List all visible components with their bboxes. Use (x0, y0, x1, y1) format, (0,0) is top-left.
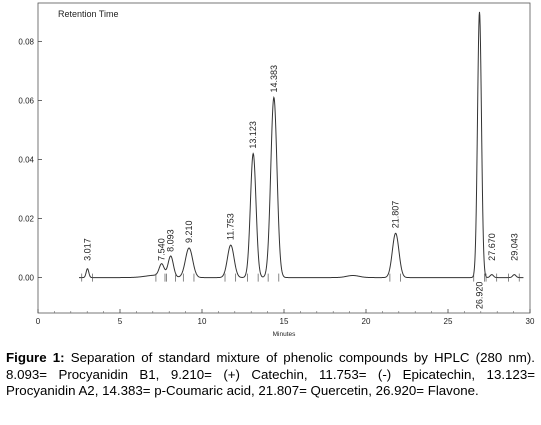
chromatogram-trace (79, 11, 524, 279)
y-tick-label: 0.04 (18, 155, 34, 164)
y-tick-label: 0.06 (18, 96, 34, 105)
peak-label: 21.807 (391, 201, 401, 229)
chart-title: Retention Time (58, 9, 119, 19)
peak-label: 27.670 (487, 233, 497, 261)
peak-label: 9.210 (184, 221, 194, 244)
peak-label: 11.753 (226, 213, 236, 240)
peak-label: 7.540 (157, 238, 167, 261)
x-tick-label: 20 (362, 317, 371, 326)
caption-label: Figure 1: (6, 350, 65, 365)
figure-caption: Figure 1: Separation of standard mixture… (6, 350, 535, 400)
x-tick-label: 0 (36, 317, 41, 326)
caption-text: Separation of standard mixture of phenol… (6, 350, 536, 398)
x-tick-label: 10 (198, 317, 207, 326)
peak-label: 8.093 (166, 229, 176, 252)
peak-label: 26.920 (474, 282, 484, 310)
chromatogram: Retention Time 0.00 0.02 0.04 0.06 0.08 0 5 10 15… (18, 2, 535, 338)
peak-label: 13.123 (248, 121, 258, 149)
y-tick-label: 0.02 (18, 215, 34, 224)
x-tick-label: 15 (280, 317, 289, 326)
peak-label: 14.383 (269, 65, 279, 93)
chromatogram-plot: Retention Time 0.00 0.02 0.04 0.06 0.08 0 5 10 15… (18, 2, 535, 338)
x-axis-label: Minutes (273, 331, 297, 338)
peak-label: 3.017 (82, 238, 92, 261)
x-tick-label: 25 (444, 317, 453, 326)
x-tick-label: 30 (526, 317, 535, 326)
x-tick-label: 5 (118, 317, 123, 326)
plot-frame (37, 2, 531, 314)
peak-label: 29.043 (509, 233, 519, 261)
y-tick-label: 0.00 (18, 274, 34, 283)
y-tick-label: 0.08 (18, 37, 34, 46)
